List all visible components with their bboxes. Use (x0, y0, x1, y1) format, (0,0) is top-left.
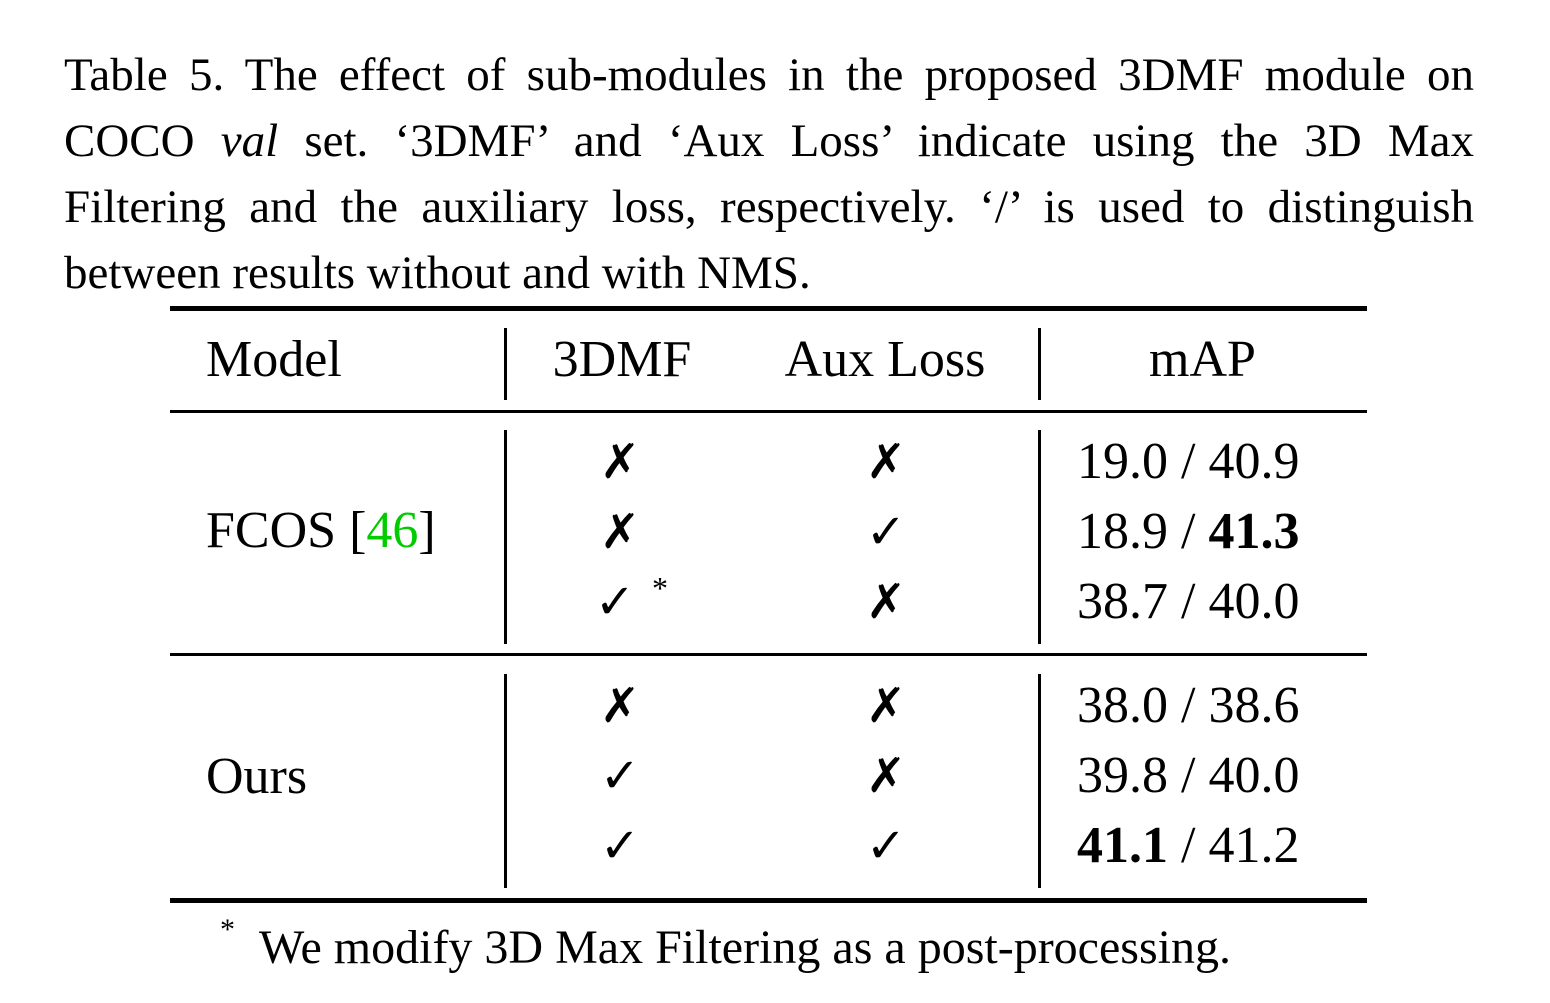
footnote-marker: * (652, 570, 668, 606)
map-separator: / (1168, 433, 1209, 490)
map-cell: 18.9 / 41.3 (1077, 502, 1299, 562)
check-mark-icon: ✗ (865, 434, 907, 490)
group2-vline-2 (1038, 674, 1041, 888)
map-with-nms-best: 41.3 (1208, 503, 1300, 560)
model-fcos: FCOS [46] (206, 501, 436, 561)
table-caption: Table 5. The effect of sub-modules in th… (64, 42, 1474, 306)
table-bottom-rule (170, 898, 1367, 903)
map-cell: 38.0 / 38.6 (1077, 676, 1299, 736)
map-with-nms: 38.6 (1208, 677, 1300, 734)
table-footnote: * We modify 3D Max Filtering as a post-pr… (220, 913, 1231, 984)
map-with-nms: 41.2 (1208, 817, 1300, 874)
map-with-nms: 40.9 (1208, 433, 1300, 490)
header-model: Model (206, 331, 342, 388)
map-separator: / (1168, 747, 1209, 804)
citation-link[interactable]: 46 (366, 502, 419, 559)
model-ours: Ours (206, 748, 308, 805)
check-mark-icon: ✗ (599, 678, 641, 734)
check-mark-icon: ✓ (594, 574, 636, 630)
footnote-star: * (220, 913, 235, 946)
caption-text-1: Table 5. The effect of sub-modules in th… (64, 49, 1474, 167)
header-rule (170, 410, 1367, 413)
map-with-nms: 40.0 (1208, 573, 1300, 630)
map-without-nms: 18.9 (1077, 503, 1168, 560)
model-fcos-close: ] (418, 502, 436, 559)
check-mark-icon: ✗ (599, 504, 641, 560)
group1-vline-2 (1038, 430, 1041, 644)
map-separator: / (1168, 677, 1209, 734)
map-cell: 19.0 / 40.9 (1077, 432, 1299, 492)
check-mark-icon: ✗ (599, 434, 641, 490)
table-top-rule (170, 306, 1367, 311)
footnote-text: We modify 3D Max Filtering as a post-pro… (259, 921, 1231, 974)
group2-vline-1 (504, 674, 507, 888)
map-without-nms: 39.8 (1077, 747, 1168, 804)
check-mark-icon: ✓ (599, 748, 641, 804)
check-mark-icon: ✓ (865, 504, 907, 560)
group-rule (170, 653, 1367, 656)
model-fcos-label: FCOS [ (206, 502, 367, 559)
header-aux-loss: Aux Loss (784, 331, 986, 388)
map-separator: / (1168, 817, 1209, 874)
check-mark-icon: ✗ (865, 748, 907, 804)
map-without-nms: 38.7 (1077, 573, 1168, 630)
map-without-nms: 19.0 (1077, 433, 1168, 490)
check-mark-icon: ✗ (865, 574, 907, 630)
header-map: mAP (1149, 331, 1256, 388)
map-separator: / (1168, 573, 1209, 630)
caption-text-2: set. ‘3DMF’ and ‘Aux Loss’ indicate usin… (64, 115, 1474, 299)
map-cell: 38.7 / 40.0 (1077, 572, 1299, 632)
results-table: Model 3DMF Aux Loss mAP FCOS [46] ✗ ✗ 19… (170, 306, 1367, 904)
map-cell: 41.1 / 41.2 (1077, 816, 1299, 876)
map-with-nms: 40.0 (1208, 747, 1300, 804)
header-vline-1 (504, 328, 507, 400)
map-without-nms: 38.0 (1077, 677, 1168, 734)
check-mark-icon: ✓ (599, 818, 641, 874)
map-cell: 39.8 / 40.0 (1077, 746, 1299, 806)
map-without-nms-best: 41.1 (1077, 817, 1168, 874)
map-separator: / (1168, 503, 1209, 560)
group1-vline-1 (504, 430, 507, 644)
caption-val-word: val (220, 115, 279, 167)
check-mark-icon: ✗ (865, 678, 907, 734)
check-mark-icon: ✓ (865, 818, 907, 874)
header-3dmf: 3DMF (552, 331, 692, 388)
header-vline-2 (1038, 328, 1041, 400)
